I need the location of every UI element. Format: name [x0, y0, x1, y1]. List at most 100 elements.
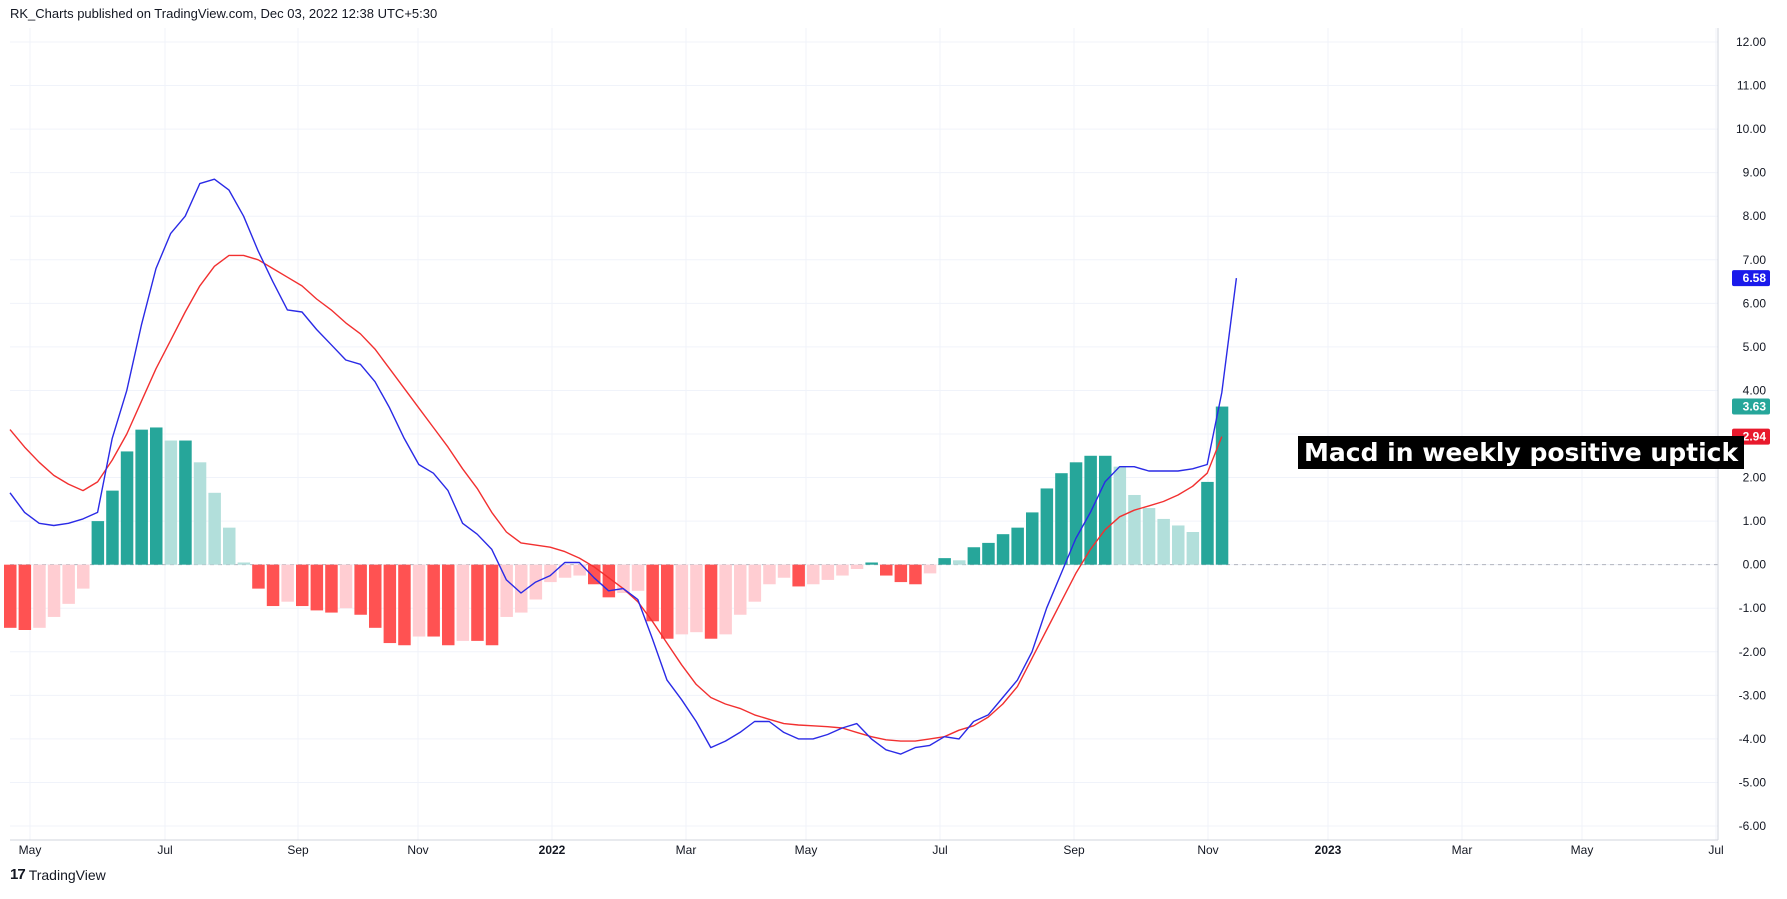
- histogram-bar: [1186, 532, 1200, 565]
- histogram-bar: [164, 440, 178, 565]
- y-tick-label: 10.00: [1736, 122, 1766, 136]
- histogram-bar: [310, 564, 324, 611]
- histogram-bar: [544, 564, 557, 583]
- x-tick-label: Jul: [1708, 843, 1723, 857]
- histogram-bar: [1069, 462, 1083, 565]
- histogram-bar: [1128, 494, 1141, 565]
- histogram-bar: [763, 564, 776, 585]
- y-tick-label: 2.00: [1743, 471, 1767, 485]
- annotation-label: Macd in weekly positive uptick: [1298, 436, 1745, 469]
- macd-line: [9, 178, 1238, 755]
- histogram-bar: [690, 564, 703, 633]
- histogram-bar: [179, 440, 192, 565]
- histogram-bar: [442, 564, 455, 646]
- histogram-bar: [675, 564, 689, 635]
- x-tick-label: Sep: [287, 843, 309, 857]
- histogram-bar: [223, 527, 236, 565]
- histogram-bar: [18, 564, 32, 630]
- histogram-bar: [1157, 518, 1170, 565]
- signal-line-series: [9, 254, 1223, 742]
- signal-badge-label: 2.94: [1743, 430, 1767, 444]
- y-tick-label: 8.00: [1743, 209, 1767, 223]
- histogram-bar: [923, 564, 937, 574]
- macd-badge-label: 6.58: [1743, 271, 1767, 285]
- publisher-header: RK_Charts published on TradingView.com, …: [10, 6, 438, 21]
- histogram-bar: [646, 564, 659, 622]
- histogram-bar: [704, 564, 718, 639]
- histogram-bar: [398, 564, 411, 646]
- histogram-bar: [938, 558, 951, 565]
- histogram-bar: [91, 521, 105, 565]
- tradingview-footer[interactable]: 17 TradingView: [10, 866, 106, 883]
- histogram-bar: [427, 564, 440, 637]
- histogram-bar: [967, 547, 981, 565]
- histogram-bar: [150, 427, 163, 565]
- x-tick-label: Nov: [1197, 843, 1218, 857]
- histogram-bar: [1215, 406, 1229, 565]
- histogram-bar: [325, 564, 338, 613]
- histogram-bar: [62, 564, 75, 604]
- x-tick-label: 2023: [1315, 843, 1342, 857]
- histogram-bar: [47, 564, 61, 617]
- histogram-bar: [77, 564, 90, 589]
- histogram-bar: [1142, 508, 1156, 565]
- histogram-bar: [1201, 481, 1214, 565]
- y-tick-label: 5.00: [1743, 340, 1767, 354]
- x-tick-label: Jul: [932, 843, 947, 857]
- histogram-bar: [120, 451, 134, 565]
- grid: [10, 28, 1718, 840]
- histogram-bar: [836, 564, 849, 576]
- y-tick-label: 0.00: [1743, 558, 1767, 572]
- x-tick-label: 2022: [539, 843, 566, 857]
- histogram-bar: [471, 564, 484, 641]
- x-tick-label: May: [795, 843, 818, 857]
- histogram-bar: [821, 564, 835, 580]
- brand-name: TradingView: [28, 866, 106, 883]
- x-tick-label: Sep: [1063, 843, 1085, 857]
- histogram-bar: [193, 462, 207, 565]
- histogram-bar: [33, 564, 46, 628]
- histogram-bar: [850, 564, 864, 570]
- y-tick-label: -4.00: [1739, 732, 1767, 746]
- histogram-bar: [485, 564, 499, 646]
- histogram-bar: [719, 564, 732, 635]
- histogram-bar: [106, 490, 119, 565]
- tradingview-logo-icon: 17: [10, 866, 26, 883]
- histogram-bar: [515, 564, 528, 613]
- y-tick-label: -5.00: [1739, 775, 1767, 789]
- macd-line-series: [9, 178, 1238, 755]
- y-tick-label: 7.00: [1743, 253, 1767, 267]
- histogram-bar: [573, 564, 586, 576]
- x-tick-label: Mar: [676, 843, 697, 857]
- y-tick-label: 1.00: [1743, 514, 1767, 528]
- histogram-bar: [369, 564, 382, 628]
- y-tick-label: -2.00: [1739, 645, 1767, 659]
- y-tick-label: 12.00: [1736, 35, 1766, 49]
- histogram-bar: [281, 564, 294, 602]
- histogram-bar: [996, 534, 1010, 565]
- histogram-bar: [734, 564, 747, 615]
- histogram-bar: [1172, 525, 1185, 565]
- histogram-bar: [953, 560, 966, 565]
- x-tick-label: Mar: [1452, 843, 1473, 857]
- histogram-bar: [748, 564, 762, 602]
- histogram-bar: [777, 564, 791, 578]
- histogram-bar: [4, 564, 17, 628]
- axes: 12.00 11.00 10.00 9.00 8.00 7.00 6.00 5.00 4.00 3…: [10, 28, 1766, 857]
- y-tick-label: -1.00: [1739, 601, 1767, 615]
- histogram-bar: [1026, 512, 1039, 565]
- histogram-bar: [807, 564, 820, 585]
- y-tick-label: -6.00: [1739, 819, 1767, 833]
- histogram-bar: [1099, 455, 1112, 565]
- histogram-bar: [208, 492, 221, 565]
- histogram-bar: [661, 564, 674, 639]
- histogram-bar: [792, 564, 805, 587]
- histogram-bar: [412, 564, 426, 637]
- histogram-bar: [456, 564, 470, 641]
- x-tick-label: May: [1571, 843, 1594, 857]
- histogram-badge: [1732, 398, 1770, 415]
- last-value-badges: 6.58 3.63 2.94: [1732, 270, 1770, 445]
- histogram-bar: [252, 564, 265, 589]
- x-tick-label: May: [19, 843, 42, 857]
